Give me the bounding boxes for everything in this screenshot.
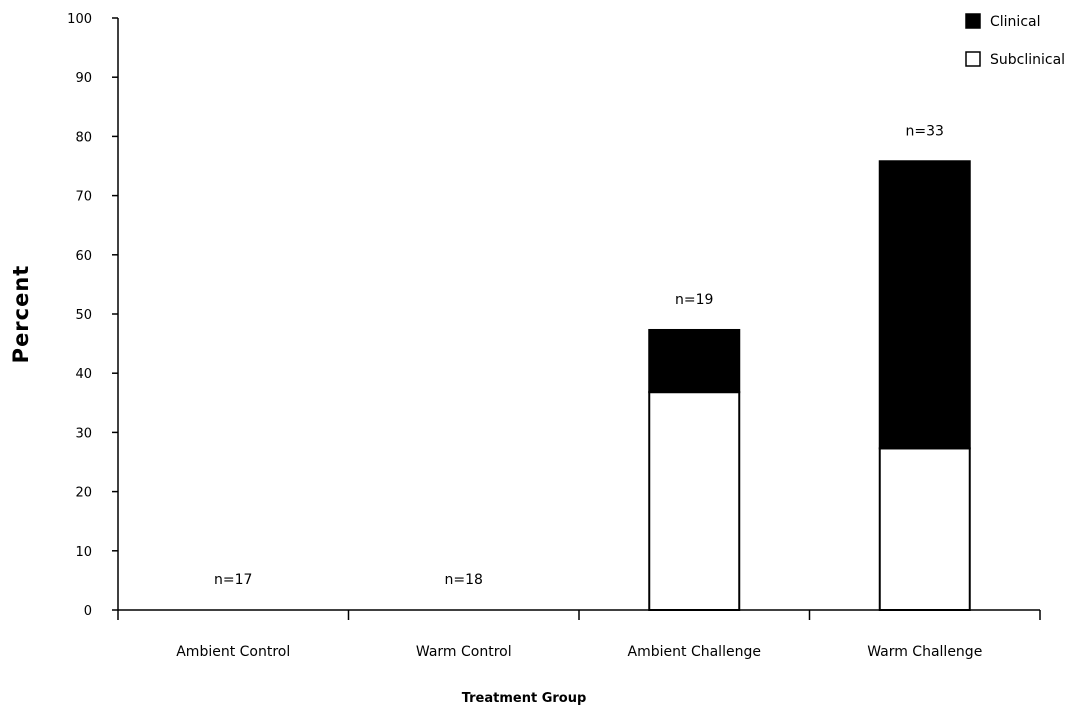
y-axis-title: Percent [9,265,33,364]
n-label: n=18 [445,572,483,588]
bars [648,160,971,612]
legend-swatch [965,13,981,29]
n-label: n=17 [214,572,252,588]
y-tick-label: 100 [67,12,92,27]
y-tick-label: 20 [75,486,92,501]
y-tick-label: 80 [75,130,92,145]
y-tick-label: 0 [84,604,92,619]
y-tick-label: 70 [75,190,92,205]
legend-label: Subclinical [990,52,1065,68]
axes: 0 10 20 30 40 50 60 70 80 90 100 Ambient Control War… [67,12,1041,660]
x-tick-label: Warm Control [416,644,512,660]
x-tick-label: Ambient Challenge [628,644,761,660]
x-axis-title: Treatment Group [462,691,587,706]
y-tick-label: 60 [75,249,92,264]
n-label: n=33 [906,123,944,139]
y-tick-label: 30 [75,426,92,441]
y-tick-label: 10 [75,545,92,560]
y-tick-label: 50 [75,308,92,323]
n-label: n=19 [675,292,713,308]
n-labels: n=17 n=18 n=19 n=33 [214,123,944,588]
bar-subclinical [648,391,741,612]
legend-label: Clinical [990,14,1040,30]
y-tick-label: 90 [75,71,92,86]
x-tick-label: Warm Challenge [867,644,982,660]
legend-swatch [965,51,981,67]
legend: Clinical Subclinical [965,13,1065,68]
x-tick-label: Ambient Control [176,644,290,660]
y-tick-label: 40 [75,367,92,382]
bar-clinical [648,328,741,394]
bar-clinical [878,160,971,450]
bar-subclinical [878,447,971,611]
